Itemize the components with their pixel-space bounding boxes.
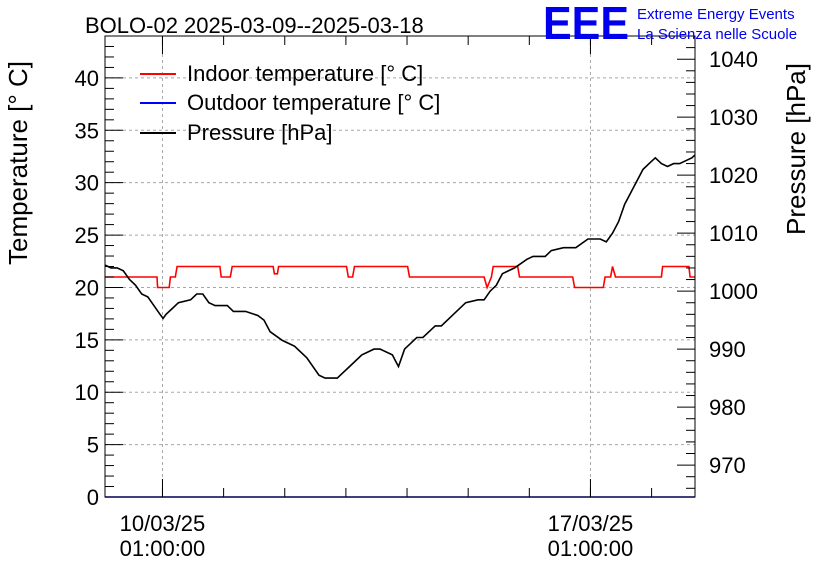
- right-axis: 970 980 990 1000 1010 1020 1030 1040: [677, 35, 758, 489]
- right-tick-label: 970: [709, 453, 746, 478]
- right-tick-label: 990: [709, 337, 746, 362]
- brand-line-2: La Scienza nelle Scuole: [637, 26, 797, 43]
- left-tick-label: 15: [75, 328, 99, 353]
- right-tick-label: 1020: [709, 163, 758, 188]
- x-tick-label-time: 01:00:00: [548, 536, 634, 561]
- right-tick-label: 1010: [709, 221, 758, 246]
- left-tick-label: 10: [75, 380, 99, 405]
- left-tick-label: 20: [75, 275, 99, 300]
- eee-logo: EEE: [543, 0, 629, 49]
- left-tick-label: 30: [75, 171, 99, 196]
- indoor-temperature-series: [105, 265, 695, 290]
- right-tick-label: 1000: [709, 279, 758, 304]
- right-tick-label: 980: [709, 395, 746, 420]
- left-tick-label: 40: [75, 66, 99, 91]
- x-tick-label-date: 10/03/25: [120, 511, 206, 536]
- pressure-series: [104, 154, 696, 379]
- right-tick-label: 1040: [709, 47, 758, 72]
- left-tick-label: 25: [75, 223, 99, 248]
- x-tick-label-time: 01:00:00: [120, 536, 206, 561]
- left-tick-label: 35: [75, 118, 99, 143]
- brand-line-1: Extreme Energy Events: [637, 6, 795, 23]
- legend: Indoor temperature [° C] Outdoor tempera…: [140, 61, 440, 145]
- legend-label-pressure: Pressure [hPa]: [187, 120, 333, 145]
- eee-brand: EEE Extreme Energy Events La Scienza nel…: [543, 0, 797, 49]
- legend-label-outdoor: Outdoor temperature [° C]: [187, 90, 440, 115]
- legend-label-indoor: Indoor temperature [° C]: [187, 61, 423, 86]
- chart-title: BOLO-02 2025-03-09--2025-03-18: [85, 13, 424, 38]
- y-axis-left-label: Temperature [° C]: [3, 61, 33, 265]
- x-tick-label-date: 17/03/25: [548, 511, 634, 536]
- right-tick-label: 1030: [709, 105, 758, 130]
- grid: [105, 36, 695, 497]
- left-tick-label: 5: [87, 433, 99, 458]
- left-axis: 0 5 10 15 20 25 30 35 40: [75, 35, 123, 510]
- left-tick-label: 0: [87, 485, 99, 510]
- y-axis-right-label: Pressure [hPa]: [781, 63, 811, 235]
